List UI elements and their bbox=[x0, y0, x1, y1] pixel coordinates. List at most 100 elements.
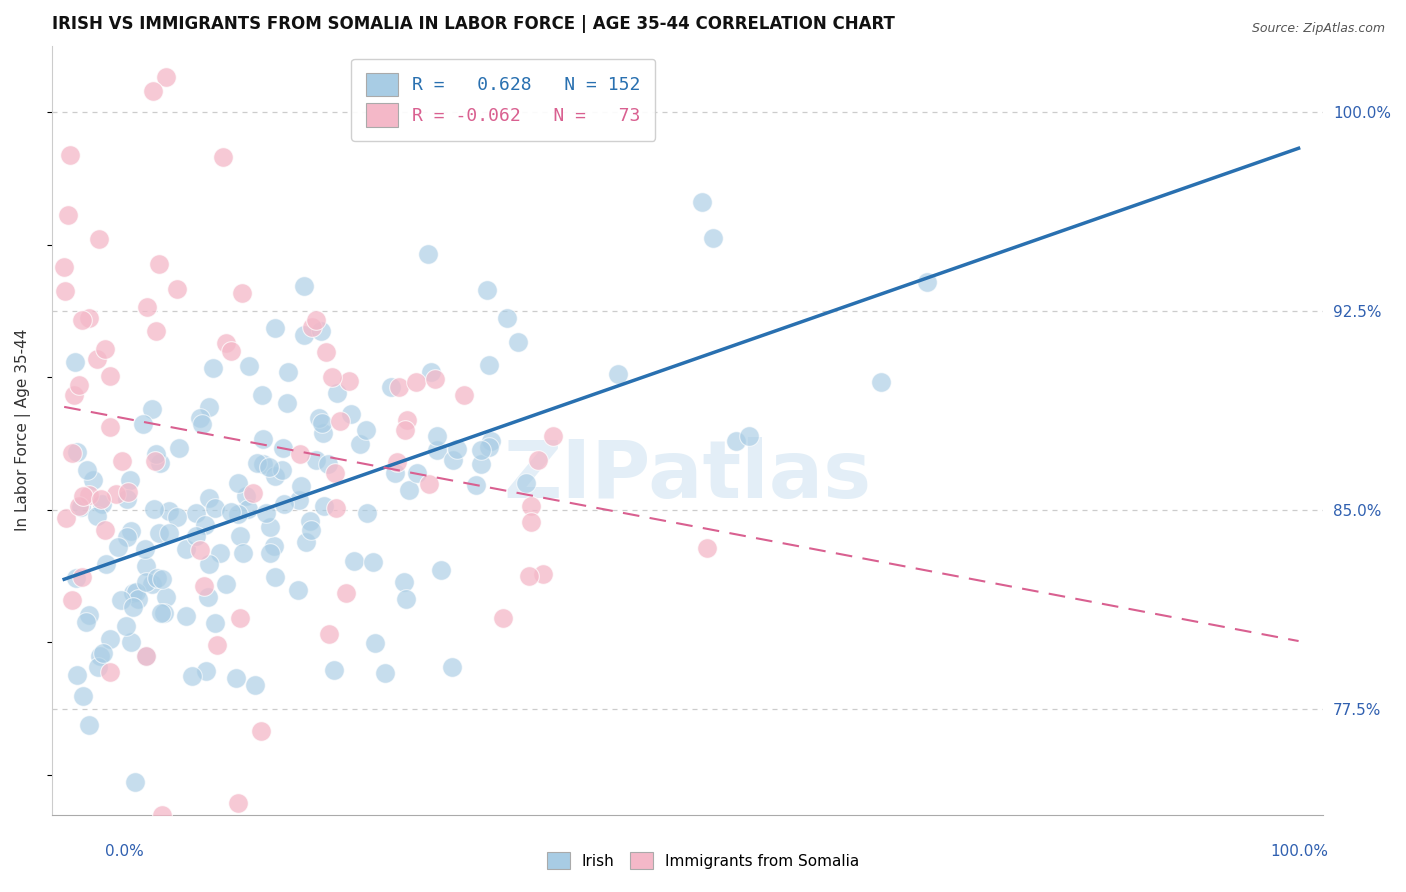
Point bbox=[79, 488, 101, 502]
Point bbox=[335, 586, 357, 600]
Point bbox=[252, 457, 274, 471]
Point bbox=[527, 453, 550, 467]
Point bbox=[519, 515, 541, 529]
Point bbox=[312, 425, 335, 440]
Point bbox=[263, 539, 285, 553]
Point bbox=[405, 376, 427, 390]
Point bbox=[308, 411, 330, 425]
Point bbox=[82, 474, 104, 488]
Point bbox=[316, 457, 339, 471]
Point bbox=[257, 459, 280, 474]
Point bbox=[425, 372, 447, 386]
Point bbox=[441, 660, 464, 674]
Point bbox=[125, 585, 148, 599]
Point bbox=[135, 574, 157, 589]
Point bbox=[209, 546, 232, 560]
Point bbox=[184, 506, 207, 520]
Point bbox=[188, 411, 211, 425]
Point bbox=[60, 446, 83, 460]
Point bbox=[141, 576, 163, 591]
Point bbox=[76, 463, 98, 477]
Point bbox=[193, 579, 215, 593]
Point bbox=[98, 368, 121, 383]
Point bbox=[145, 447, 167, 461]
Point bbox=[349, 437, 371, 451]
Point bbox=[416, 247, 439, 261]
Point bbox=[290, 478, 312, 492]
Point bbox=[309, 324, 332, 338]
Point bbox=[94, 558, 117, 572]
Point bbox=[87, 232, 110, 246]
Point bbox=[395, 591, 418, 606]
Point bbox=[478, 440, 501, 454]
Point bbox=[508, 335, 530, 350]
Point bbox=[388, 380, 411, 394]
Point bbox=[299, 514, 322, 528]
Point bbox=[94, 342, 117, 356]
Point bbox=[356, 507, 378, 521]
Point bbox=[86, 509, 108, 524]
Point bbox=[312, 499, 335, 513]
Point bbox=[143, 454, 166, 468]
Point bbox=[149, 456, 172, 470]
Point bbox=[273, 497, 295, 511]
Point bbox=[264, 569, 287, 583]
Point bbox=[479, 434, 502, 448]
Point bbox=[221, 343, 243, 358]
Point bbox=[301, 320, 323, 334]
Point bbox=[254, 506, 277, 520]
Point bbox=[157, 526, 180, 541]
Point bbox=[72, 690, 94, 704]
Point bbox=[121, 586, 143, 600]
Point bbox=[232, 546, 254, 560]
Point bbox=[385, 455, 408, 469]
Point bbox=[98, 665, 121, 680]
Point bbox=[231, 286, 253, 301]
Point bbox=[702, 231, 724, 245]
Point bbox=[277, 365, 299, 379]
Point bbox=[288, 493, 311, 508]
Point bbox=[100, 420, 122, 434]
Point bbox=[406, 466, 429, 480]
Point bbox=[228, 476, 250, 491]
Point bbox=[429, 563, 451, 577]
Point bbox=[184, 529, 207, 543]
Point bbox=[166, 282, 188, 296]
Point bbox=[63, 388, 86, 402]
Point bbox=[176, 609, 198, 624]
Point bbox=[191, 417, 214, 432]
Point bbox=[915, 276, 938, 290]
Point bbox=[67, 499, 90, 513]
Point bbox=[155, 70, 177, 85]
Point bbox=[287, 583, 309, 598]
Point bbox=[215, 576, 238, 591]
Point bbox=[215, 335, 238, 350]
Point bbox=[394, 423, 416, 437]
Point bbox=[65, 571, 87, 585]
Point bbox=[145, 571, 167, 585]
Point bbox=[243, 678, 266, 692]
Point bbox=[115, 529, 138, 543]
Point bbox=[72, 570, 94, 584]
Point bbox=[322, 663, 344, 677]
Point bbox=[63, 354, 86, 368]
Point bbox=[66, 445, 89, 459]
Point bbox=[69, 500, 91, 515]
Point bbox=[343, 554, 366, 568]
Point bbox=[520, 499, 543, 513]
Point bbox=[120, 524, 142, 538]
Text: Source: ZipAtlas.com: Source: ZipAtlas.com bbox=[1251, 22, 1385, 36]
Point bbox=[98, 632, 121, 647]
Point bbox=[311, 416, 333, 430]
Point bbox=[276, 396, 298, 410]
Point bbox=[270, 463, 292, 477]
Point bbox=[515, 476, 537, 491]
Legend: R =   0.628   N = 152, R = -0.062   N =   73: R = 0.628 N = 152, R = -0.062 N = 73 bbox=[352, 59, 655, 141]
Text: 100.0%: 100.0% bbox=[1271, 845, 1329, 859]
Point bbox=[517, 569, 540, 583]
Point bbox=[288, 447, 311, 461]
Point bbox=[305, 312, 328, 326]
Point bbox=[59, 148, 82, 162]
Point bbox=[725, 434, 748, 448]
Point bbox=[135, 649, 157, 664]
